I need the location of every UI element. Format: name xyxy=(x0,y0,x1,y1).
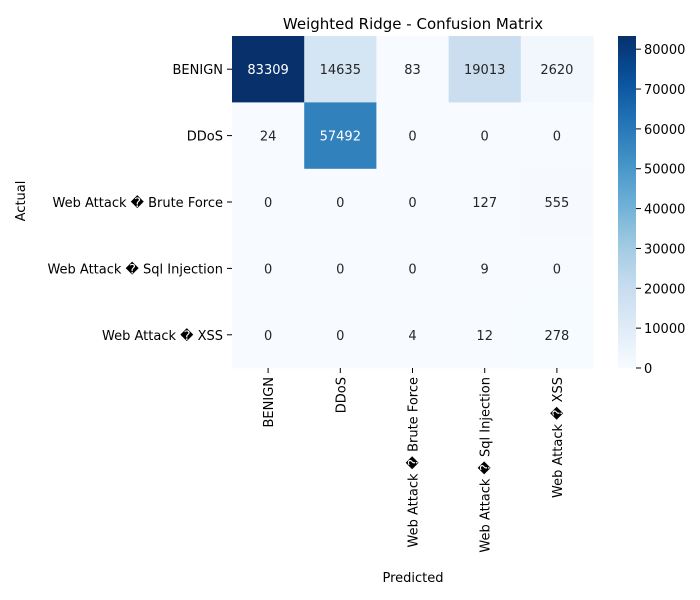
heatmap-cell xyxy=(520,235,594,303)
heatmap-cell xyxy=(376,301,450,369)
cell-value-label: 0 xyxy=(336,329,344,344)
row-tick-label: DDoS xyxy=(187,130,223,145)
heatmap-cell xyxy=(232,301,305,369)
cell-value-label: 555 xyxy=(544,196,569,211)
heatmap-cell xyxy=(376,168,450,236)
heatmap-cell xyxy=(232,102,305,170)
cell-value-label: 83 xyxy=(404,63,421,78)
cell-value-label: 0 xyxy=(336,196,344,211)
cell-value-label: 57492 xyxy=(320,130,361,145)
colorbar-tick-label: 40000 xyxy=(644,203,685,218)
cell-value-label: 0 xyxy=(264,262,272,277)
column-tick-label: BENIGN xyxy=(262,377,277,428)
heatmap-cell xyxy=(448,301,522,369)
row-tick-label: Web Attack � XSS xyxy=(102,327,223,344)
colorbar-tick-label: 10000 xyxy=(644,322,685,337)
heatmap-cell xyxy=(520,168,594,236)
heatmap-cell xyxy=(448,102,522,170)
heatmap-cell xyxy=(232,235,305,303)
heatmap-cell xyxy=(520,102,594,170)
cell-value-label: 12 xyxy=(476,329,493,344)
heatmap-cell xyxy=(304,301,377,369)
cell-value-label: 127 xyxy=(472,196,497,211)
column-tick-label: Web Attack � XSS xyxy=(549,377,566,498)
column-tick-label: Web Attack � Sql Injection xyxy=(477,377,494,553)
cell-value-label: 0 xyxy=(264,329,272,344)
row-tick-label: Web Attack � Sql Injection xyxy=(47,260,223,277)
cell-value-label: 0 xyxy=(553,130,561,145)
heatmap-cell xyxy=(304,235,377,303)
cell-value-label: 0 xyxy=(408,130,416,145)
heatmap-cell xyxy=(448,235,522,303)
heatmap-cells: 83309 14635 83 19013 2620 24 57492 0 0 0 0 0 0 127 555… xyxy=(232,36,594,369)
colorbar-ticks: 0 10000 20000 30000 40000 50000 60000 70000 8000… xyxy=(636,43,685,377)
cell-value-label: 14635 xyxy=(320,63,361,78)
heatmap-cell xyxy=(448,168,522,236)
heatmap-cell xyxy=(520,36,594,103)
colorbar-tick-label: 60000 xyxy=(644,123,685,138)
y-axis-label: Actual xyxy=(14,181,29,222)
colorbar-gradient xyxy=(618,36,636,368)
colorbar: 0 10000 20000 30000 40000 50000 60000 70000 8000… xyxy=(618,36,685,377)
column-tick-label: Web Attack � Brute Force xyxy=(405,377,422,547)
chart-title: Weighted Ridge - Confusion Matrix xyxy=(283,15,543,33)
colorbar-tick-label: 50000 xyxy=(644,163,685,178)
colorbar-tick-label: 30000 xyxy=(644,242,685,257)
heatmap-cell xyxy=(232,36,305,103)
cell-value-label: 0 xyxy=(264,196,272,211)
heatmap-cell xyxy=(304,36,377,103)
heatmap-cell xyxy=(520,301,594,369)
colorbar-tick-label: 20000 xyxy=(644,282,685,297)
cell-value-label: 19013 xyxy=(464,63,505,78)
cell-value-label: 278 xyxy=(544,329,569,344)
column-tick-label: DDoS xyxy=(334,377,349,413)
heatmap-cell xyxy=(304,168,377,236)
cell-value-label: 0 xyxy=(481,130,489,145)
cell-value-label: 2620 xyxy=(540,63,573,78)
cell-value-label: 83309 xyxy=(247,63,288,78)
cell-value-label: 0 xyxy=(408,262,416,277)
colorbar-tick-label: 70000 xyxy=(644,83,685,98)
colorbar-tick-label: 0 xyxy=(644,362,652,377)
column-tick-labels: BENIGN DDoS Web Attack � Brute Force Web At… xyxy=(262,368,566,553)
heatmap-cell xyxy=(232,168,305,236)
colorbar-tick-label: 80000 xyxy=(644,43,685,58)
row-tick-label: BENIGN xyxy=(173,63,224,78)
heatmap-cell xyxy=(304,102,377,170)
heatmap-cell xyxy=(376,235,450,303)
row-tick-labels: BENIGN DDoS Web Attack � Brute Force Web At… xyxy=(47,63,232,344)
heatmap-cell xyxy=(376,102,450,170)
cell-value-label: 24 xyxy=(260,130,277,145)
cell-value-label: 0 xyxy=(408,196,416,211)
cell-value-label: 0 xyxy=(553,262,561,277)
cell-value-label: 9 xyxy=(481,262,489,277)
heatmap-cell xyxy=(376,36,450,103)
cell-value-label: 0 xyxy=(336,262,344,277)
heatmap-cell xyxy=(448,36,522,103)
cell-value-label: 4 xyxy=(408,329,416,344)
x-axis-label: Predicted xyxy=(382,571,443,586)
row-tick-label: Web Attack � Brute Force xyxy=(53,194,223,211)
